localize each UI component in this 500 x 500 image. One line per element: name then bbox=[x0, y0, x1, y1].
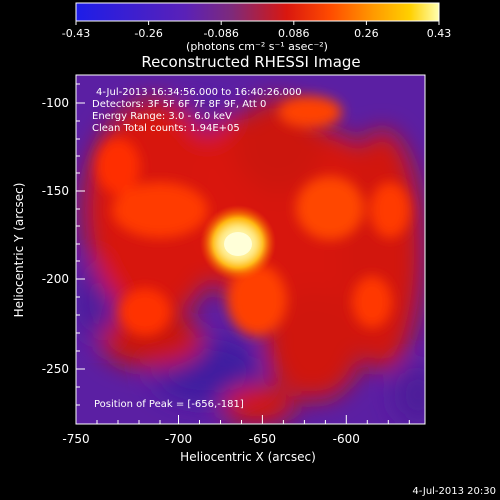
colorbar-units: (photons cm⁻² s⁻¹ asec⁻²) bbox=[186, 40, 328, 53]
colorbar-tick-label: 0.26 bbox=[354, 27, 379, 40]
y-tick-label: -100 bbox=[42, 96, 69, 110]
info-line: Detectors: 3F 5F 6F 7F 8F 9F, Att 0 bbox=[92, 99, 266, 110]
colorbar-tick-label: 0.086 bbox=[278, 27, 310, 40]
x-axis-label: Heliocentric X (arcsec) bbox=[180, 450, 316, 464]
info-line: 4-Jul-2013 16:34:56.000 to 16:40:26.000 bbox=[96, 87, 302, 98]
axis-ticks bbox=[75, 83, 410, 424]
y-tick-label: -250 bbox=[42, 362, 69, 376]
plot-title: Reconstructed RHESSI Image bbox=[141, 53, 360, 71]
info-line: Clean Total counts: 1.94E+05 bbox=[92, 123, 240, 134]
info-line: Energy Range: 3.0 - 6.0 keV bbox=[92, 111, 232, 122]
y-tick-label: -200 bbox=[42, 272, 69, 286]
x-tick-label: -650 bbox=[249, 432, 276, 446]
colorbar-tick-label: -0.26 bbox=[134, 27, 162, 40]
peak-position: Position of Peak = [-656,-181] bbox=[94, 399, 244, 410]
heatmap-image: 4-Jul-2013 16:34:56.000 to 16:40:26.000 … bbox=[76, 75, 425, 424]
footer-date: 4-Jul-2013 20:30 bbox=[412, 486, 496, 497]
y-tick-label: -150 bbox=[42, 184, 69, 198]
x-tick-label: -700 bbox=[165, 432, 192, 446]
colorbar-gradient bbox=[75, 2, 440, 22]
colorbar: -0.43 -0.26 -0.086 0.086 0.26 0.43 (phot… bbox=[62, 2, 452, 53]
colorbar-tick-label: -0.43 bbox=[62, 27, 90, 40]
y-axis-label: Heliocentric Y (arcsec) bbox=[12, 183, 26, 318]
x-tick-label: -750 bbox=[62, 432, 89, 446]
colorbar-tick-label: 0.43 bbox=[427, 27, 452, 40]
colorbar-ticks bbox=[75, 21, 440, 25]
plot-frame bbox=[75, 74, 426, 425]
colorbar-tick-label: -0.086 bbox=[203, 27, 238, 40]
x-tick-label: -600 bbox=[333, 432, 360, 446]
